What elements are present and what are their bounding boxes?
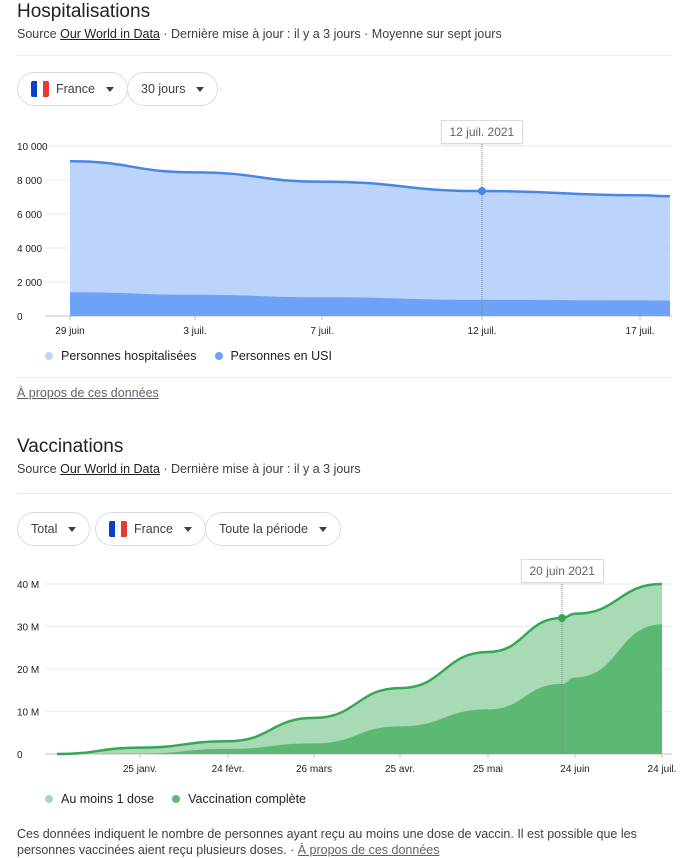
- chevron-down-icon: [183, 526, 192, 532]
- vacc-source-suffix: · Dernière mise à jour : il y a 3 jours: [159, 462, 361, 476]
- chevron-down-icon: [196, 86, 205, 92]
- vacc-total-label: Total: [31, 522, 58, 536]
- hosp-period-dropdown[interactable]: 30 jours: [127, 72, 219, 106]
- legend-label: Au moins 1 dose: [61, 792, 155, 806]
- x-tick-label: 25 janv.: [123, 764, 157, 775]
- vacc-period-dropdown[interactable]: Toute la période: [205, 512, 341, 546]
- divider: [17, 377, 672, 378]
- vacc-note-separator: ·: [286, 843, 298, 857]
- chevron-down-icon: [68, 526, 77, 532]
- hosp-chart-tooltip: 12 juil. 2021: [440, 120, 524, 144]
- x-tick-label: 12 juil.: [468, 326, 497, 337]
- vacc-title: Vaccinations: [17, 436, 124, 457]
- vacc-about-link[interactable]: À propos de ces données: [297, 843, 440, 857]
- legend-item-hospitalisees[interactable]: Personnes hospitalisées: [45, 349, 197, 363]
- hosp-source-prefix: Source: [17, 27, 61, 41]
- chevron-down-icon: [318, 526, 327, 532]
- hosp-about-link[interactable]: À propos de ces données: [17, 386, 159, 400]
- vacc-source-link[interactable]: Our World in Data: [60, 462, 160, 476]
- y-tick-label: 20 M: [17, 665, 39, 676]
- x-tick-label: 24 juil.: [648, 764, 677, 775]
- series-line: [56, 582, 663, 756]
- x-tick-label: 3 juil.: [183, 326, 206, 337]
- x-tick-label: 26 mars: [296, 764, 332, 775]
- legend-item-une-dose[interactable]: Au moins 1 dose: [45, 792, 154, 806]
- x-tick-label: 17 juil.: [626, 326, 655, 337]
- hosp-title: Hospitalisations: [17, 1, 151, 22]
- area-primary: [70, 161, 670, 316]
- area-secondary: [70, 292, 670, 316]
- y-tick-label: 0: [17, 312, 23, 323]
- vacc-chart-tooltip: 20 juin 2021: [520, 559, 604, 583]
- vacc-chart[interactable]: 40 M 30 M 20 M 10 M 0 25 janv. 24 févr. 26 mars…: [0, 568, 684, 793]
- legend-label: Personnes hospitalisées: [61, 349, 197, 363]
- divider: [17, 493, 672, 494]
- vacc-note-text: Ces données indiquent le nombre de perso…: [17, 827, 637, 857]
- y-tick-label: 0: [17, 750, 23, 761]
- vacc-period-label: Toute la période: [219, 522, 308, 536]
- y-tick-label: 30 M: [17, 623, 39, 634]
- hosp-chart[interactable]: 10 000 8 000 6 000 4 000 2 000 0 29 juin 3 juil…: [0, 130, 684, 360]
- x-tick-label: 29 juin: [55, 326, 84, 337]
- legend-item-usi[interactable]: Personnes en USI: [214, 349, 332, 363]
- legend-dot: [214, 352, 223, 360]
- hosp-country-label: France: [56, 82, 95, 96]
- legend-label: Vaccination complète: [188, 792, 306, 806]
- divider: [17, 55, 672, 56]
- y-tick-label: 8 000: [17, 176, 42, 187]
- hosp-period-label: 30 jours: [141, 82, 186, 96]
- x-tick-label: 24 févr.: [212, 764, 245, 775]
- y-tick-label: 2 000: [17, 278, 42, 289]
- highlight-point: [558, 614, 566, 622]
- x-tick-label: 25 avr.: [385, 764, 415, 775]
- y-tick-label: 4 000: [17, 244, 42, 255]
- vacc-source-prefix: Source: [17, 462, 61, 476]
- highlight-point: [478, 187, 486, 196]
- y-tick-label: 40 M: [17, 580, 39, 591]
- legend-dot: [45, 352, 53, 360]
- legend-label: Personnes en USI: [230, 349, 332, 363]
- legend-item-complete[interactable]: Vaccination complète: [172, 792, 306, 806]
- y-tick-label: 10 M: [17, 708, 39, 719]
- flag-france-icon: [109, 521, 127, 537]
- vacc-country-label: France: [134, 522, 173, 536]
- hosp-legend: Personnes hospitalisées Personnes en USI: [45, 349, 332, 363]
- x-tick-label: 7 juil.: [310, 326, 333, 337]
- y-tick-label: 10 000: [17, 142, 48, 153]
- series-line: [69, 160, 671, 198]
- vacc-source: Source Our World in Data · Dernière mise…: [17, 462, 361, 476]
- vacc-total-dropdown[interactable]: Total: [17, 512, 91, 546]
- hosp-source: Source Our World in Data · Dernière mise…: [17, 27, 502, 41]
- hosp-country-dropdown[interactable]: France: [17, 72, 128, 106]
- legend-dot: [45, 795, 53, 803]
- y-tick-label: 6 000: [17, 210, 42, 221]
- area-secondary: [57, 624, 662, 754]
- vacc-country-dropdown[interactable]: France: [95, 512, 206, 546]
- vacc-legend: Au moins 1 dose Vaccination complète: [45, 792, 306, 806]
- hosp-source-suffix: · Dernière mise à jour : il y a 3 jours …: [159, 27, 502, 41]
- chevron-down-icon: [105, 86, 114, 92]
- x-tick-label: 25 mai: [473, 764, 503, 775]
- legend-dot: [172, 795, 181, 803]
- vacc-note: Ces données indiquent le nombre de perso…: [17, 826, 657, 858]
- hosp-source-link[interactable]: Our World in Data: [60, 27, 160, 41]
- flag-france-icon: [31, 81, 49, 97]
- x-tick-label: 24 juin: [560, 764, 589, 775]
